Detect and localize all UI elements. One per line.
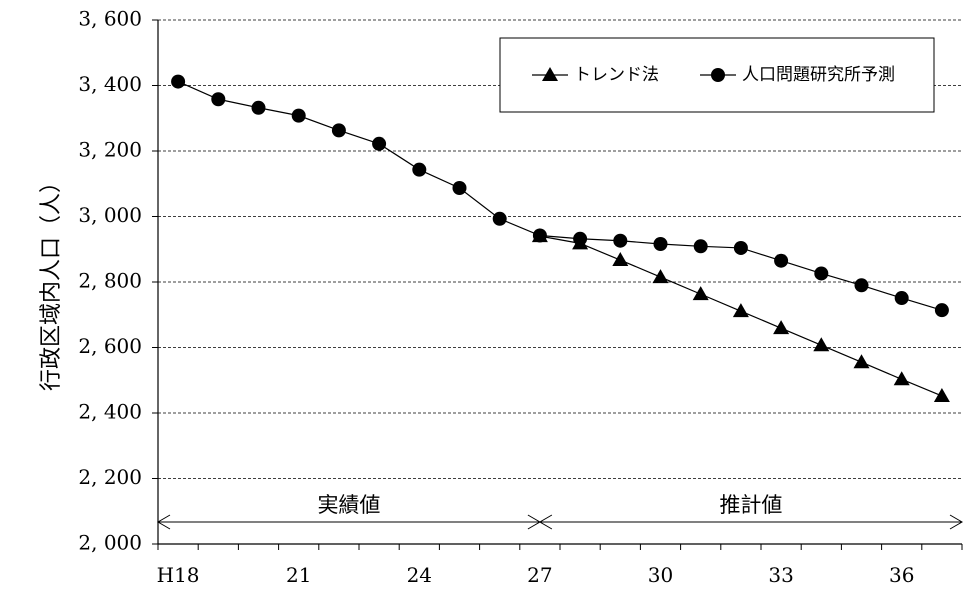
y-tick-label: 2, 800 xyxy=(78,269,142,293)
data-point xyxy=(732,303,749,318)
y-tick-label: 2, 600 xyxy=(78,334,142,358)
data-point xyxy=(854,278,869,293)
data-point xyxy=(774,253,789,268)
legend-entry: 人口問題研究所予測 xyxy=(700,65,895,85)
data-point xyxy=(331,123,346,138)
legend: トレンド法 人口問題研究所予測 xyxy=(499,37,935,113)
period-arrow xyxy=(538,514,963,530)
data-point xyxy=(692,286,709,301)
data-point xyxy=(652,269,669,284)
data-point xyxy=(171,74,186,89)
x-tick-label: 33 xyxy=(768,563,793,587)
x-tick-labels: H18 21 24 27 30 33 36 xyxy=(157,563,915,587)
data-point xyxy=(532,228,547,243)
period-arrow xyxy=(157,514,541,530)
data-point xyxy=(291,108,306,123)
data-point xyxy=(612,252,629,267)
y-tick-label: 3, 600 xyxy=(78,7,142,31)
data-point xyxy=(773,320,790,335)
y-tick-label: 3, 200 xyxy=(78,138,142,162)
data-point xyxy=(372,136,387,151)
legend-label: 人口問題研究所予測 xyxy=(742,65,895,85)
x-tick-label: 30 xyxy=(648,563,673,587)
y-axis-title: 行政区域内人口（人） xyxy=(39,171,64,391)
data-point xyxy=(894,291,909,306)
series-line xyxy=(177,81,943,311)
data-point xyxy=(613,233,628,248)
data-point xyxy=(814,266,829,281)
data-point xyxy=(934,303,949,318)
data-point xyxy=(853,354,870,369)
period-annotations: 実績値 推計値 xyxy=(157,493,963,530)
period-label: 実績値 xyxy=(317,493,380,517)
data-point xyxy=(893,371,910,386)
x-tick-label: 27 xyxy=(527,563,552,587)
data-point xyxy=(933,387,950,402)
series-2 xyxy=(171,74,949,318)
y-tick-label: 3, 000 xyxy=(78,203,142,227)
data-point xyxy=(573,231,588,246)
data-point xyxy=(211,92,226,107)
legend-entry: トレンド法 xyxy=(532,65,659,85)
x-tick-label: H18 xyxy=(157,563,200,587)
y-tick-label: 2, 000 xyxy=(78,531,142,555)
legend-label: トレンド法 xyxy=(574,65,659,85)
y-tick-labels: 2, 000 2, 200 2, 400 2, 600 2, 800 3, 000 3, 2… xyxy=(78,7,142,555)
y-tick-label: 2, 200 xyxy=(78,465,142,489)
y-tick-label: 2, 400 xyxy=(78,400,142,424)
data-point xyxy=(693,239,708,254)
period-label: 推計値 xyxy=(719,493,782,517)
x-tick-label: 21 xyxy=(286,563,311,587)
legend-marker xyxy=(542,67,558,81)
y-tick-label: 3, 400 xyxy=(78,72,142,96)
data-point xyxy=(733,240,748,255)
data-point xyxy=(813,337,830,352)
data-point xyxy=(653,237,668,252)
data-point xyxy=(492,211,507,226)
data-point xyxy=(452,181,467,196)
x-tick-label: 36 xyxy=(889,563,914,587)
data-point xyxy=(412,162,427,177)
x-tick-label: 24 xyxy=(407,563,432,587)
series xyxy=(171,74,950,402)
data-point xyxy=(251,100,266,115)
legend-marker xyxy=(711,68,725,82)
axes xyxy=(152,19,963,550)
